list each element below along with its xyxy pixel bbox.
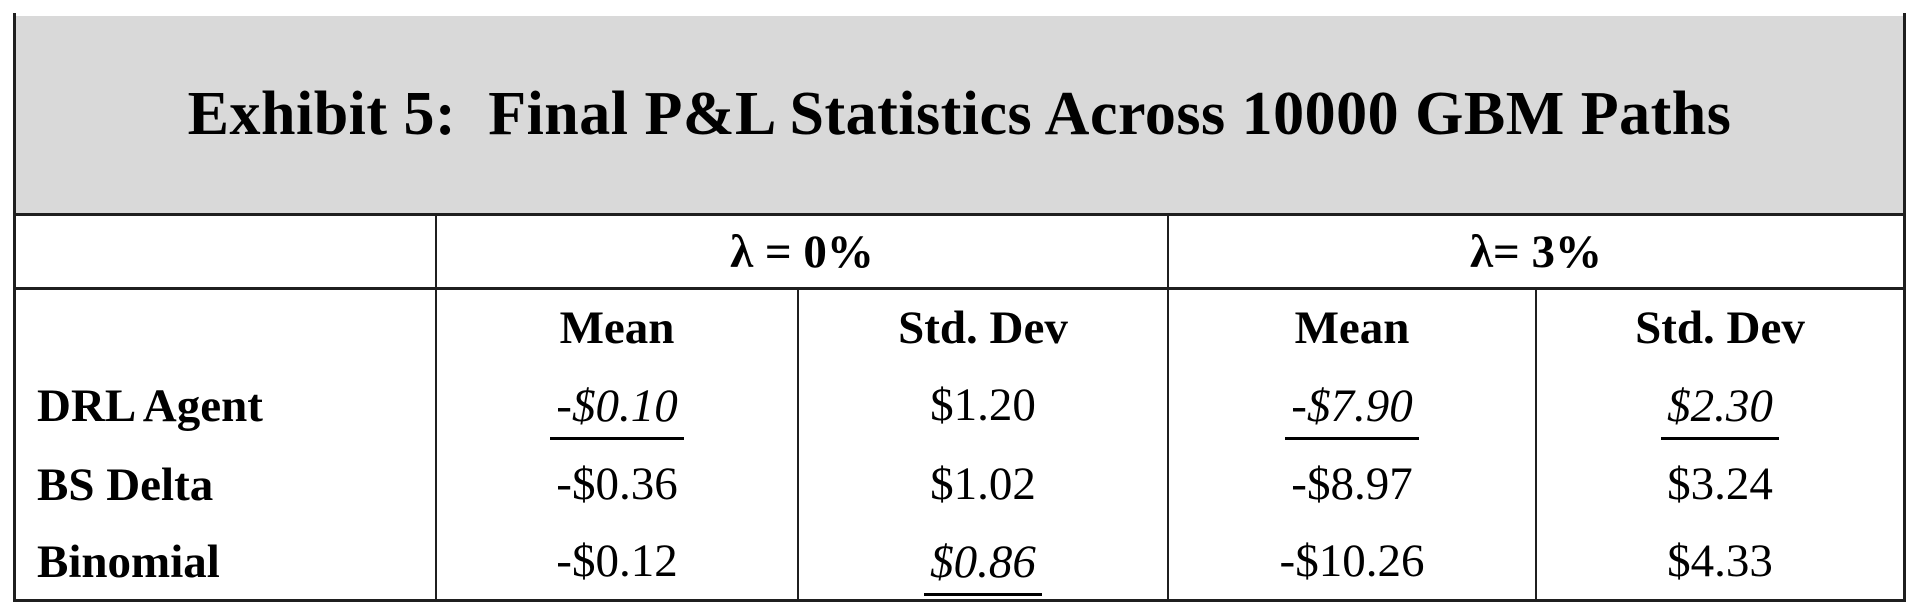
row-label-column: DRL Agent BS Delta Binomial — [16, 290, 437, 599]
value-lambda0-stddev-drl-agent: $1.20 — [930, 378, 1036, 431]
cell-lambda3-stddev-drl-agent: $2.30 — [1537, 366, 1903, 445]
value-lambda3-mean-drl-agent: -$7.90 — [1285, 380, 1419, 440]
exhibit-title: Exhibit 5: Final P&L Statistics Across 1… — [187, 80, 1732, 148]
cell-lambda0-stddev-drl-agent: $1.20 — [799, 366, 1167, 445]
value-lambda3-stddev-binomial: $4.33 — [1667, 534, 1773, 587]
cell-lambda0-mean-drl-agent: -$0.10 — [437, 366, 797, 445]
cell-lambda3-stddev-binomial: $4.33 — [1537, 524, 1903, 599]
group-header-row: λ = 0% λ= 3% — [16, 216, 1903, 290]
column-lambda3-mean: Mean -$7.90 -$8.97 -$10.26 — [1169, 290, 1537, 599]
cell-lambda3-mean-binomial: -$10.26 — [1169, 524, 1535, 599]
cell-lambda3-stddev-bs-delta: $3.24 — [1537, 445, 1903, 524]
group-header-empty-cell — [16, 216, 437, 287]
column-lambda0-mean: Mean -$0.10 -$0.36 -$0.12 — [437, 290, 799, 599]
row-label-bs-delta: BS Delta — [37, 458, 214, 511]
row-label-header-empty — [16, 290, 435, 366]
subheader-stddev-lambda0: Std. Dev — [898, 302, 1068, 354]
cell-lambda0-mean-bs-delta: -$0.36 — [437, 445, 797, 524]
subheader-stddev-lambda3: Std. Dev — [1635, 302, 1805, 354]
lambda-3-label: λ= 3% — [1469, 225, 1603, 278]
table-body: DRL Agent BS Delta Binomial Mean -$0.10 … — [16, 290, 1903, 599]
group-header-lambda-0: λ = 0% — [437, 216, 1169, 287]
value-lambda0-mean-drl-agent: -$0.10 — [550, 380, 684, 440]
value-lambda0-stddev-binomial: $0.86 — [924, 536, 1042, 596]
subheader-mean-lambda0: Mean — [559, 302, 675, 354]
exhibit-table: Exhibit 5: Final P&L Statistics Across 1… — [13, 13, 1906, 602]
group-header-lambda-3: λ= 3% — [1169, 216, 1903, 287]
row-label-drl-agent: DRL Agent — [37, 379, 263, 432]
row-label-binomial: Binomial — [37, 535, 220, 588]
value-lambda0-mean-binomial: -$0.12 — [556, 534, 678, 587]
exhibit-title-band: Exhibit 5: Final P&L Statistics Across 1… — [16, 16, 1903, 216]
value-lambda3-stddev-drl-agent: $2.30 — [1661, 380, 1779, 440]
cell-lambda0-stddev-bs-delta: $1.02 — [799, 445, 1167, 524]
value-lambda3-mean-bs-delta: -$8.97 — [1291, 457, 1413, 510]
cell-lambda3-mean-drl-agent: -$7.90 — [1169, 366, 1535, 445]
value-lambda3-mean-binomial: -$10.26 — [1279, 534, 1425, 587]
column-lambda3-stddev: Std. Dev $2.30 $3.24 $4.33 — [1537, 290, 1903, 599]
value-lambda0-stddev-bs-delta: $1.02 — [930, 457, 1036, 510]
cell-lambda3-mean-bs-delta: -$8.97 — [1169, 445, 1535, 524]
column-lambda0-stddev: Std. Dev $1.20 $1.02 $0.86 — [799, 290, 1169, 599]
value-lambda3-stddev-bs-delta: $3.24 — [1667, 457, 1773, 510]
subheader-mean-lambda3: Mean — [1294, 302, 1410, 354]
cell-lambda0-stddev-binomial: $0.86 — [799, 524, 1167, 599]
lambda-0-label: λ = 0% — [730, 225, 874, 278]
cell-lambda0-mean-binomial: -$0.12 — [437, 524, 797, 599]
value-lambda0-mean-bs-delta: -$0.36 — [556, 457, 678, 510]
